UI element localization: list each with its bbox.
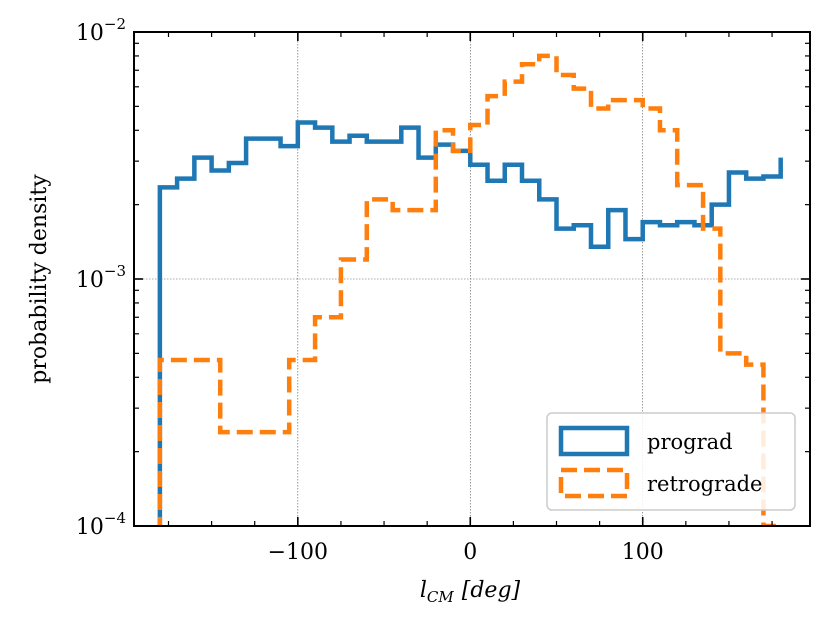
y-axis-label: probability density — [27, 174, 52, 384]
x-tick-label-0: −100 — [268, 540, 328, 565]
y-tick-label-base: 10 — [76, 515, 104, 540]
legend-swatch-retrograde — [558, 467, 630, 499]
legend-label-prograd: prograd — [647, 430, 733, 454]
y-tick-labels: 10−410−310−2 — [76, 15, 126, 540]
legend-label-retrograde: retrograde — [647, 472, 762, 496]
x-tick-label-1: 0 — [463, 540, 477, 565]
series-layer — [157, 53, 783, 526]
y-tick-label-exponent: −4 — [104, 509, 126, 527]
x-axis-label-main: l — [420, 578, 427, 603]
x-tick-label-2: 100 — [622, 540, 664, 565]
ticks — [134, 31, 810, 527]
legend-box — [546, 412, 796, 511]
y-tick-label-0: 10−4 — [76, 509, 126, 540]
legend: prograd retrograde — [546, 412, 796, 511]
y-tick-label-1: 10−3 — [76, 262, 126, 293]
y-tick-label-exponent: −3 — [104, 262, 126, 280]
series-prograd — [157, 120, 783, 526]
y-tick-label-exponent: −2 — [104, 15, 126, 33]
x-axis-label: lCM [deg] — [420, 578, 521, 606]
legend-swatch-prograd — [558, 425, 630, 457]
y-tick-label-base: 10 — [76, 21, 104, 46]
series-retrograde — [157, 53, 783, 526]
x-axis-label-unit: [deg] — [462, 578, 521, 603]
x-tick-labels: −100 0 100 — [268, 540, 664, 565]
y-tick-label-2: 10−2 — [76, 15, 126, 46]
y-tick-label-base: 10 — [76, 268, 104, 293]
x-axis-label-sub: CM — [427, 588, 454, 606]
